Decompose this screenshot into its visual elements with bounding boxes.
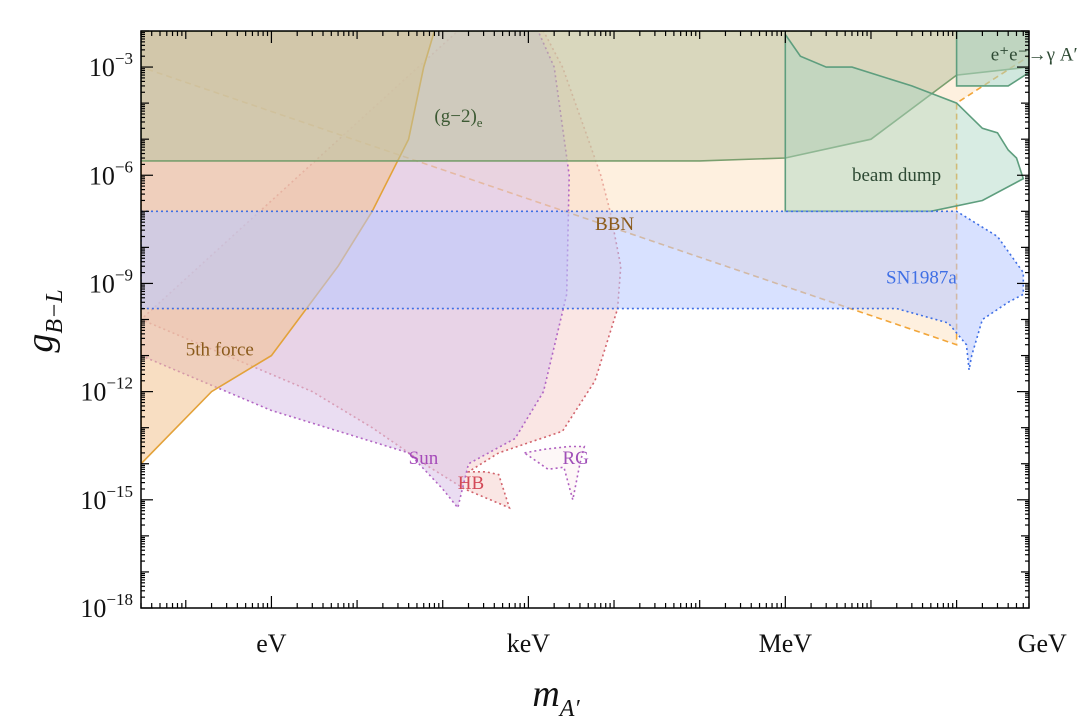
y-tick-label: 10−18	[80, 590, 133, 623]
label-sn1987a: SN1987a	[886, 267, 957, 288]
y-tick-label: 10−15	[80, 482, 133, 515]
y-axis-title: gB−L	[19, 289, 68, 352]
region-g-2-e	[141, 31, 1029, 162]
label-g-2-e: (g−2)e	[434, 106, 482, 130]
region-labels: HB RG BBN Sun 5th force (g−2)e beam dump SN1987…	[186, 45, 1078, 494]
x-tick-label: MeV	[759, 629, 813, 658]
y-tick-label: 10−12	[80, 374, 133, 407]
label-rg: RG	[562, 448, 589, 469]
y-tick-label: 10−9	[89, 265, 133, 298]
label-bbn: BBN	[595, 214, 634, 235]
region-sn1987a	[141, 210, 1025, 371]
x-axis-title: mA′	[532, 673, 580, 722]
region-rg	[522, 445, 586, 501]
label-5th-force: 5th force	[186, 340, 254, 361]
x-tick-label: keV	[507, 629, 551, 658]
x-tick-label: eV	[256, 629, 287, 658]
label-hb: HB	[458, 473, 484, 494]
exclusion-regions	[141, 31, 1029, 510]
label-beam-dump: beam dump	[852, 165, 941, 186]
y-tick-label: 10−3	[89, 49, 133, 82]
region-beam-dump	[784, 31, 1025, 213]
axis-ticks	[140, 30, 1030, 609]
y-tick-labels: 10−3 10−6 10−9 10−12 10−15 10−18	[80, 49, 133, 623]
x-tick-label: GeV	[1018, 629, 1067, 658]
region-e-e-a	[955, 31, 1029, 87]
x-tick-labels: eV keV MeV GeV	[256, 629, 1067, 658]
label-sun: Sun	[409, 448, 439, 469]
label-e-e-a: e⁺e⁻→γ A′	[991, 45, 1078, 66]
y-tick-label: 10−6	[89, 157, 133, 190]
